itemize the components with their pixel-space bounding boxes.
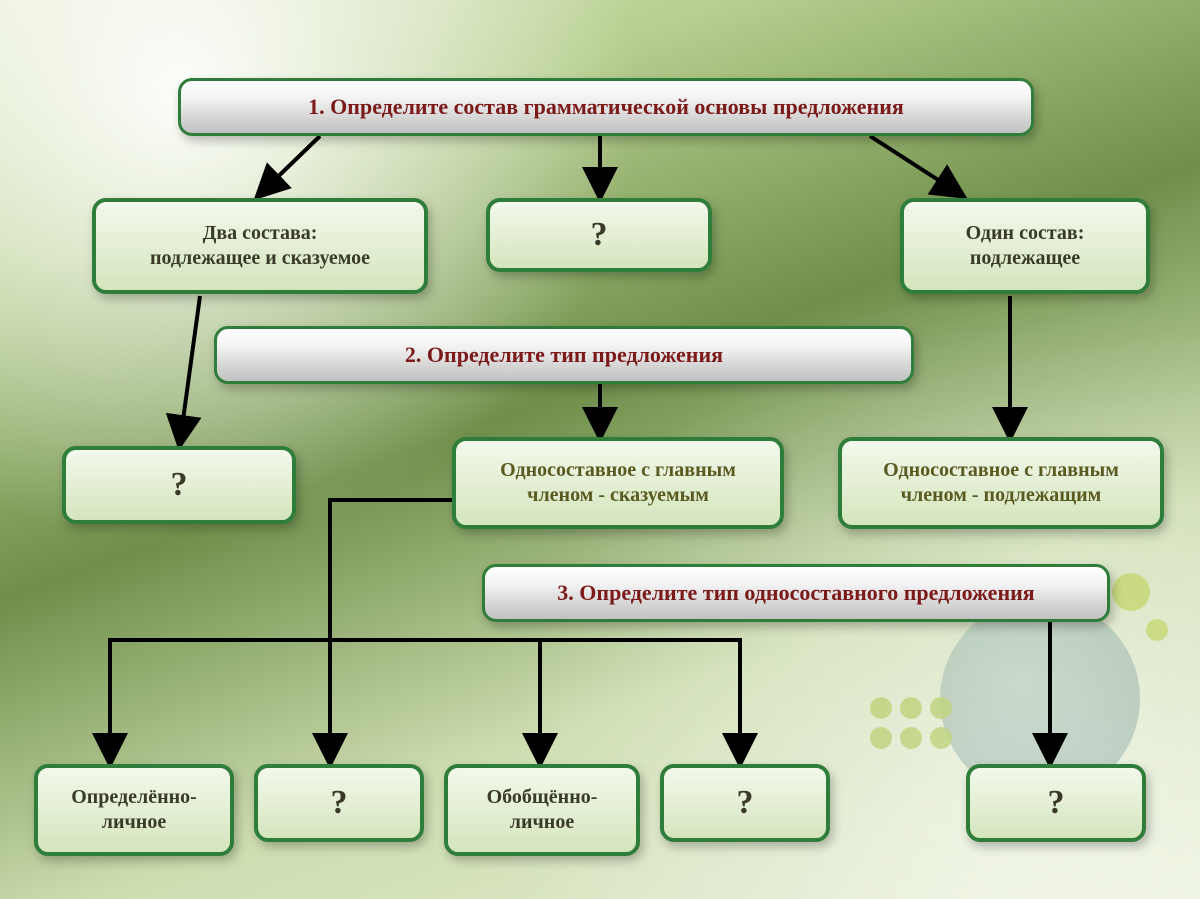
leaf2-text: ?	[331, 782, 348, 825]
flowchart-stage: 1. Определите состав грамматической осно…	[0, 0, 1200, 899]
branch-two-l2: подлежащее и сказуемое	[150, 247, 370, 269]
leaf-unknown-2: ?	[254, 764, 424, 842]
branch-two-l1: Два состава:	[203, 222, 318, 244]
type-subject: Односоставное с главным членом - подлежа…	[838, 437, 1164, 529]
step1-text: 1. Определите состав грамматической осно…	[308, 93, 904, 121]
step2-text: 2. Определите тип предложения	[405, 341, 723, 369]
leaf5-text: ?	[1048, 782, 1065, 825]
type-left-text: ?	[171, 464, 188, 507]
leaf4-text: ?	[737, 782, 754, 825]
leaf-unknown-5: ?	[966, 764, 1146, 842]
step3-text: 3. Определите тип односоставного предлож…	[557, 579, 1034, 607]
leaf1-l1: Определённо-	[71, 786, 197, 808]
type-unknown-left: ?	[62, 446, 296, 524]
branch-one-l1: Один состав:	[966, 222, 1085, 244]
step1-box: 1. Определите состав грамматической осно…	[178, 78, 1034, 136]
type-mid-l2: членом - сказуемым	[527, 484, 709, 506]
type-right-l2: членом - подлежащим	[901, 484, 1102, 506]
leaf1-text: Определённо- личное	[71, 785, 197, 835]
type-right-l1: Односоставное с главным	[883, 459, 1119, 481]
leaf3-l2: личное	[510, 811, 574, 833]
leaf1-l2: личное	[102, 811, 166, 833]
branch-one-text: Один состав: подлежащее	[966, 221, 1085, 271]
type-predicate: Односоставное с главным членом - сказуем…	[452, 437, 784, 529]
type-mid-text: Односоставное с главным членом - сказуем…	[500, 458, 736, 508]
type-mid-l1: Односоставное с главным	[500, 459, 736, 481]
leaf-definite-personal: Определённо- личное	[34, 764, 234, 856]
leaf3-text: Обобщённо- личное	[487, 785, 598, 835]
step2-box: 2. Определите тип предложения	[214, 326, 914, 384]
leaf3-l1: Обобщённо-	[487, 786, 598, 808]
type-right-text: Односоставное с главным членом - подлежа…	[883, 458, 1119, 508]
branch-one-composition: Один состав: подлежащее	[900, 198, 1150, 294]
branch-two-text: Два состава: подлежащее и сказуемое	[150, 221, 370, 271]
leaf-generalized-personal: Обобщённо- личное	[444, 764, 640, 856]
branch-two-compositions: Два состава: подлежащее и сказуемое	[92, 198, 428, 294]
leaf-unknown-4: ?	[660, 764, 830, 842]
branch-mid-text: ?	[591, 214, 608, 257]
step3-box: 3. Определите тип односоставного предлож…	[482, 564, 1110, 622]
branch-unknown-mid: ?	[486, 198, 712, 272]
branch-one-l2: подлежащее	[970, 247, 1080, 269]
